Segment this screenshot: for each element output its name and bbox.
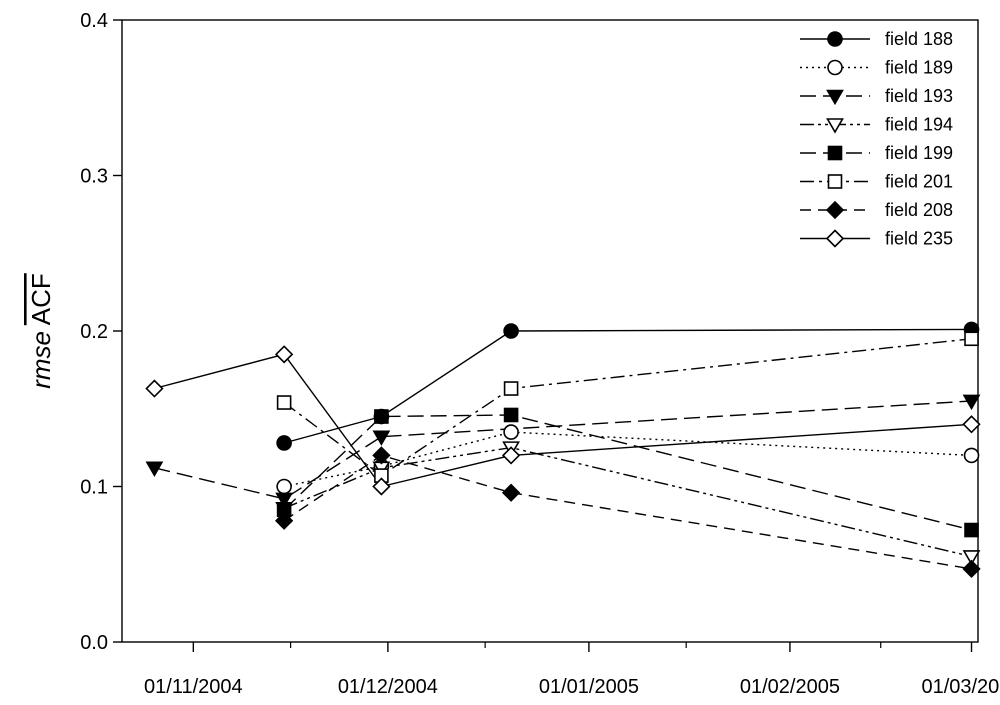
data-point-circle: [276, 478, 292, 495]
data-point-square: [276, 395, 292, 410]
y-axis-title: rmse ACF: [26, 273, 56, 389]
series-line-field-201: [283, 338, 972, 477]
series-points-field-193: [145, 394, 981, 509]
legend-entry: field 199: [800, 143, 953, 163]
legend-entry: field 201: [800, 172, 953, 192]
data-point-diamond: [372, 446, 391, 465]
y-tick-label: 0.1: [80, 477, 108, 499]
data-point-triangle-down: [145, 461, 164, 477]
legend-entry: field 208: [800, 200, 953, 220]
data-point-square: [374, 409, 389, 424]
y-axis-title-main: ACF: [26, 273, 56, 325]
legend-label: field 199: [885, 143, 953, 163]
legend-label: field 193: [885, 86, 953, 106]
data-point-diamond: [372, 477, 391, 496]
x-tick-label: 01/02/2005: [740, 676, 840, 698]
legend-label: field 189: [885, 58, 953, 78]
legend-marker-circle: [827, 59, 843, 76]
y-axis-title-prefix: rmse: [26, 331, 56, 389]
data-point-square: [503, 381, 519, 396]
series-line-field-235: [154, 353, 972, 488]
y-tick-label: 0.2: [80, 321, 108, 343]
legend-label: field 208: [885, 200, 953, 220]
data-point-circle: [503, 323, 519, 339]
legend-label: field 194: [885, 115, 953, 135]
data-point-circle: [503, 424, 519, 440]
series-markers: [145, 321, 981, 579]
data-point-diamond: [962, 559, 981, 579]
data-point-circle: [276, 435, 292, 451]
legend-marker-square: [827, 145, 843, 161]
y-tick-label: 0.4: [80, 10, 108, 32]
x-tick-label: 01/03/2005: [921, 676, 1000, 698]
series-points-field-208: [274, 446, 981, 579]
series-line-field-208: [283, 454, 972, 570]
y-tick-label: 0.0: [80, 632, 108, 654]
series-line-field-188: [283, 328, 972, 444]
legend-marker-diamond: [825, 229, 845, 248]
data-point-square: [964, 331, 979, 347]
data-point-square: [964, 522, 979, 538]
data-point-diamond: [274, 345, 294, 364]
x-tick-label: 01/01/2005: [539, 676, 639, 698]
legend-entry: field 194: [800, 115, 953, 135]
series-line-field-189: [283, 431, 972, 488]
legend-label: field 235: [885, 229, 953, 249]
data-point-diamond: [501, 483, 521, 502]
legend-entry: field 188: [800, 29, 953, 49]
legend-label: field 201: [885, 172, 953, 192]
data-point-diamond: [274, 511, 294, 530]
legend-marker-triangle-down: [826, 118, 844, 134]
legend-entry: field 235: [800, 229, 953, 249]
data-point-triangle-down: [372, 430, 391, 446]
data-point-triangle-down: [962, 550, 981, 566]
data-point-triangle-down: [962, 394, 981, 411]
legend-marker-circle: [827, 31, 843, 47]
data-point-square: [503, 407, 519, 423]
x-axis: 01/11/2004 01/12/2004 01/01/2005 01/02/2005…: [144, 642, 1000, 698]
legend-marker-triangle-down: [826, 89, 844, 106]
legend-marker-diamond: [825, 200, 845, 220]
y-axis: 0.0 0.1 0.2 0.3 0.4: [80, 10, 122, 654]
legend-marker-square: [827, 174, 843, 189]
x-tick-label: 01/11/2004: [144, 676, 243, 698]
series-lines: [154, 328, 972, 570]
series-layer: [145, 321, 981, 579]
legend: field 188 field 189 field 193 field 194 fiel…: [800, 29, 953, 249]
series-line-field-199: [283, 414, 972, 531]
data-point-circle: [963, 447, 980, 464]
data-point-triangle-down: [275, 492, 294, 509]
legend-entry: field 193: [800, 86, 953, 106]
x-tick-label: 01/12/2004: [338, 676, 438, 698]
y-tick-label: 0.3: [80, 166, 108, 188]
series-line-field-193: [154, 400, 972, 500]
data-point-diamond: [962, 415, 981, 434]
legend-entry: field 189: [800, 58, 953, 78]
legend-label: field 188: [885, 29, 953, 49]
data-point-diamond: [145, 379, 164, 398]
data-point-diamond: [501, 446, 521, 465]
series-points-field-235: [145, 345, 981, 496]
series-points-field-199: [276, 407, 979, 538]
